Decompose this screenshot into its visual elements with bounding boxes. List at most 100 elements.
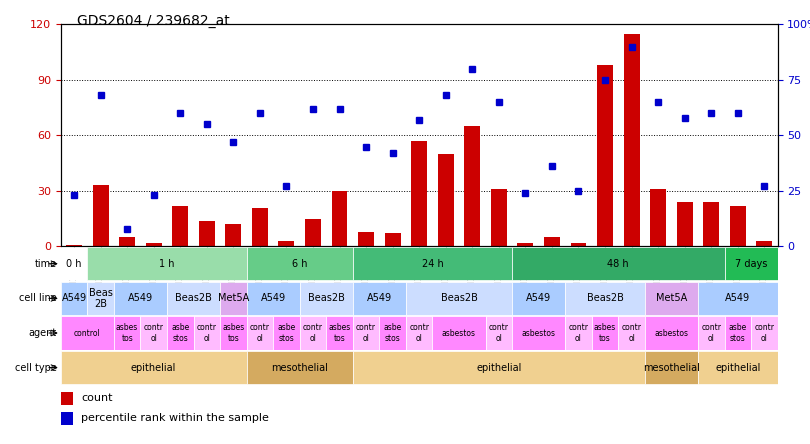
- Text: contr
ol: contr ol: [488, 323, 509, 343]
- Text: epithelial: epithelial: [476, 363, 522, 373]
- Text: contr
ol: contr ol: [356, 323, 376, 343]
- FancyBboxPatch shape: [353, 317, 379, 349]
- FancyBboxPatch shape: [592, 317, 618, 349]
- Text: asbes
tos: asbes tos: [116, 323, 139, 343]
- Bar: [597, 65, 613, 246]
- Bar: [676, 202, 693, 246]
- Text: epithelial: epithelial: [715, 363, 761, 373]
- Bar: [544, 237, 560, 246]
- Text: asbestos: asbestos: [522, 329, 556, 337]
- Bar: [279, 241, 294, 246]
- Text: agent: agent: [28, 328, 57, 338]
- Text: Met5A: Met5A: [218, 293, 249, 303]
- FancyBboxPatch shape: [167, 317, 194, 349]
- FancyBboxPatch shape: [353, 247, 512, 280]
- FancyBboxPatch shape: [565, 282, 645, 315]
- Text: control: control: [74, 329, 100, 337]
- Text: contr
ol: contr ol: [754, 323, 774, 343]
- Text: contr
ol: contr ol: [569, 323, 589, 343]
- FancyBboxPatch shape: [406, 317, 433, 349]
- Text: GDS2604 / 239682_at: GDS2604 / 239682_at: [77, 15, 230, 28]
- FancyBboxPatch shape: [246, 317, 273, 349]
- Bar: [119, 237, 135, 246]
- Bar: [252, 208, 268, 246]
- FancyBboxPatch shape: [61, 351, 246, 384]
- Text: contr
ol: contr ol: [409, 323, 429, 343]
- FancyBboxPatch shape: [246, 351, 353, 384]
- Text: cell type: cell type: [15, 363, 57, 373]
- FancyBboxPatch shape: [698, 282, 778, 315]
- Text: mesothelial: mesothelial: [271, 363, 328, 373]
- Text: 1 h: 1 h: [160, 259, 175, 269]
- Text: asbes
tos: asbes tos: [328, 323, 351, 343]
- Text: asbestos: asbestos: [654, 329, 688, 337]
- Text: asbestos: asbestos: [442, 329, 476, 337]
- FancyBboxPatch shape: [379, 317, 406, 349]
- Text: 48 h: 48 h: [608, 259, 629, 269]
- Text: contr
ol: contr ol: [143, 323, 164, 343]
- Text: A549: A549: [725, 293, 750, 303]
- Bar: [464, 126, 480, 246]
- FancyBboxPatch shape: [724, 317, 751, 349]
- Bar: [703, 202, 719, 246]
- Bar: [173, 206, 188, 246]
- FancyBboxPatch shape: [61, 282, 87, 315]
- Bar: [358, 232, 374, 246]
- Bar: [61, 392, 73, 405]
- FancyBboxPatch shape: [273, 317, 300, 349]
- Bar: [305, 219, 321, 246]
- Text: asbe
stos: asbe stos: [171, 323, 190, 343]
- FancyBboxPatch shape: [246, 282, 300, 315]
- Bar: [650, 189, 666, 246]
- FancyBboxPatch shape: [645, 317, 698, 349]
- FancyBboxPatch shape: [618, 317, 645, 349]
- Text: Met5A: Met5A: [656, 293, 687, 303]
- Text: epithelial: epithelial: [131, 363, 177, 373]
- Text: A549: A549: [261, 293, 286, 303]
- Text: A549: A549: [128, 293, 153, 303]
- FancyBboxPatch shape: [512, 282, 565, 315]
- Text: asbes
tos: asbes tos: [594, 323, 616, 343]
- FancyBboxPatch shape: [220, 317, 246, 349]
- FancyBboxPatch shape: [645, 282, 698, 315]
- FancyBboxPatch shape: [167, 282, 220, 315]
- FancyBboxPatch shape: [300, 317, 326, 349]
- Bar: [437, 154, 454, 246]
- FancyBboxPatch shape: [724, 247, 778, 280]
- Text: asbe
stos: asbe stos: [729, 323, 747, 343]
- Text: contr
ol: contr ol: [249, 323, 270, 343]
- FancyBboxPatch shape: [326, 317, 353, 349]
- Text: cell line: cell line: [19, 293, 57, 303]
- Text: time: time: [35, 259, 57, 269]
- Bar: [570, 243, 586, 246]
- Bar: [61, 412, 73, 425]
- Text: contr
ol: contr ol: [621, 323, 642, 343]
- FancyBboxPatch shape: [353, 351, 645, 384]
- Text: percentile rank within the sample: percentile rank within the sample: [81, 413, 269, 423]
- FancyBboxPatch shape: [353, 282, 406, 315]
- Text: Beas2B: Beas2B: [441, 293, 477, 303]
- Bar: [624, 34, 640, 246]
- Text: asbes
tos: asbes tos: [222, 323, 245, 343]
- Text: 0 h: 0 h: [66, 259, 82, 269]
- FancyBboxPatch shape: [645, 351, 698, 384]
- Text: mesothelial: mesothelial: [643, 363, 700, 373]
- FancyBboxPatch shape: [751, 317, 778, 349]
- FancyBboxPatch shape: [512, 247, 724, 280]
- Text: count: count: [81, 393, 113, 403]
- Text: A549: A549: [62, 293, 87, 303]
- Bar: [331, 191, 347, 246]
- Text: contr
ol: contr ol: [197, 323, 217, 343]
- FancyBboxPatch shape: [485, 317, 512, 349]
- Bar: [92, 186, 109, 246]
- Text: asbe
stos: asbe stos: [277, 323, 296, 343]
- Text: Beas2B: Beas2B: [586, 293, 624, 303]
- Bar: [385, 234, 401, 246]
- Text: Beas
2B: Beas 2B: [88, 288, 113, 309]
- FancyBboxPatch shape: [220, 282, 246, 315]
- FancyBboxPatch shape: [698, 351, 778, 384]
- Bar: [225, 224, 241, 246]
- FancyBboxPatch shape: [87, 282, 114, 315]
- Bar: [730, 206, 746, 246]
- Text: contr
ol: contr ol: [701, 323, 721, 343]
